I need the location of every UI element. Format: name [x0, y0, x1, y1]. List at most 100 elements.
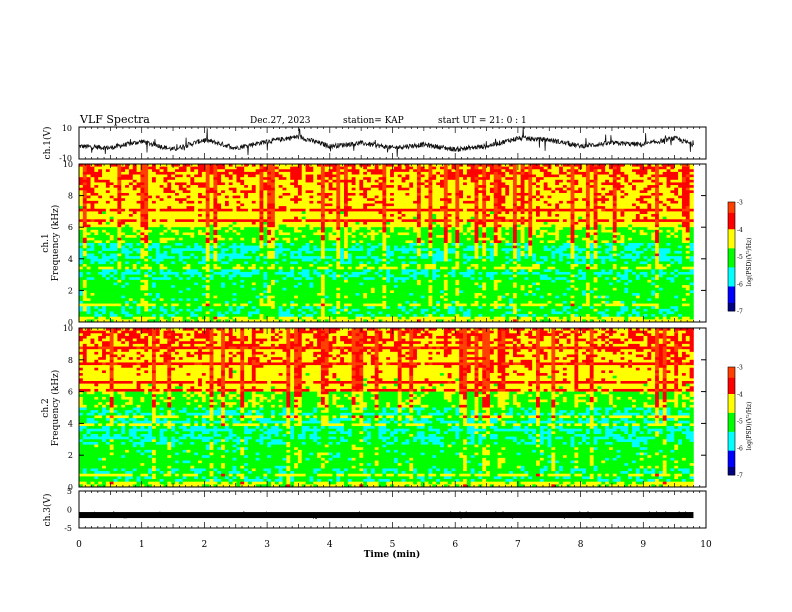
spectrogram-cell	[221, 198, 226, 202]
spectrogram-cell	[443, 216, 448, 220]
spectrogram-cell	[221, 232, 226, 236]
spectrogram-cell	[570, 214, 575, 217]
spectrogram-cell	[670, 243, 675, 246]
spectrogram-cell	[382, 171, 387, 175]
spectrogram-cell	[493, 214, 498, 217]
spectrogram-cell	[386, 171, 391, 175]
spectrogram-cell	[543, 174, 548, 178]
spectrogram-cell	[255, 214, 260, 217]
spectrogram-cell	[635, 227, 640, 231]
spectrogram-cell	[478, 237, 483, 241]
spectrogram-cell	[451, 237, 456, 241]
spectrogram-cell	[240, 206, 245, 210]
spectrogram-cell	[666, 190, 671, 194]
spectrogram-cell	[689, 206, 694, 210]
spectrogram-cell	[674, 203, 679, 207]
spectrogram-cell	[420, 182, 425, 186]
spectrogram-cell	[236, 164, 241, 167]
spectrogram-cell	[201, 243, 207, 246]
spectrogram-cell	[205, 174, 210, 178]
spectrogram-cell	[86, 179, 91, 183]
spectrogram-cell	[670, 235, 675, 239]
spectrogram-cell	[290, 208, 295, 212]
spectrogram-cell	[351, 211, 356, 215]
spectrogram-cell	[608, 229, 614, 233]
spectrogram-cell	[670, 192, 675, 196]
spectrogram-cell	[432, 240, 437, 244]
spectrogram-cell	[102, 182, 107, 186]
spectrogram-cell	[478, 227, 483, 231]
spectrogram-cell	[390, 208, 395, 212]
spectrogram-cell	[282, 211, 287, 215]
spectrogram-cell	[559, 169, 564, 173]
spectrogram-cell	[539, 187, 544, 191]
spectrogram-cell	[82, 206, 87, 210]
spectrogram-cell	[685, 221, 690, 225]
spectrogram-cell	[255, 235, 260, 239]
spectrogram-cell	[148, 208, 153, 212]
spectrogram-cell	[278, 177, 283, 181]
spectrogram-cell	[94, 227, 99, 231]
spectrogram-cell	[635, 211, 640, 215]
spectrogram-cell	[255, 198, 260, 202]
spectrogram-cell	[674, 235, 679, 239]
spectrogram-cell	[474, 182, 479, 186]
spectrogram-cell	[267, 216, 272, 220]
spectrogram-cell	[340, 216, 345, 220]
spectrogram-cell	[536, 200, 541, 204]
spectrogram-cell	[459, 182, 464, 186]
spectrogram-cell	[201, 211, 207, 215]
spectrogram-cell	[612, 243, 617, 246]
spectrogram-cell	[685, 232, 690, 236]
spectrogram-cell	[524, 219, 529, 223]
spectrogram-cell	[486, 240, 491, 244]
spectrogram-cell	[478, 182, 483, 186]
spectrogram-cell	[436, 216, 441, 220]
spectrogram-cell	[320, 171, 326, 175]
spectrogram-cell	[520, 243, 525, 246]
spectrogram-cell	[605, 211, 610, 215]
spectrogram-cell	[612, 219, 617, 223]
spectrogram-cell	[397, 164, 402, 167]
spectrogram-cell	[562, 216, 568, 220]
spectrogram-cell	[190, 211, 195, 215]
spectrogram-cell	[347, 208, 352, 212]
spectrogram-cell	[98, 200, 103, 204]
spectrogram-cell	[582, 235, 587, 239]
spectrogram-cell	[608, 243, 614, 246]
spectrogram-cell	[390, 182, 395, 186]
spectrogram-cell	[378, 208, 383, 212]
spectrogram-cell	[355, 182, 360, 186]
spectrogram-cell	[343, 169, 349, 173]
spectrogram-cell	[271, 192, 276, 196]
spectrogram-cell	[251, 195, 256, 199]
spectrogram-cell	[440, 214, 445, 217]
spectrogram-cell	[547, 232, 552, 236]
spectrogram-cell	[194, 195, 199, 199]
spectrogram-cell	[666, 221, 671, 225]
spectrogram-cell	[317, 192, 322, 196]
spectrogram-cell	[666, 171, 671, 175]
spectrogram-cell	[324, 243, 329, 246]
spectrogram-cell	[317, 227, 322, 231]
spectrogram-cell	[363, 232, 368, 236]
spectrogram-cell	[328, 171, 333, 175]
spectrogram-cell	[363, 185, 368, 188]
spectrogram-cell	[113, 211, 118, 215]
spectrogram-cell	[102, 187, 107, 191]
spectrogram-cell	[370, 182, 376, 186]
spectrogram-cell	[512, 235, 518, 239]
spectrogram-cell	[451, 219, 456, 223]
spectrogram-cell	[486, 237, 491, 241]
spectrogram-cell	[136, 243, 141, 246]
spectrogram-cell	[459, 166, 464, 170]
spectrogram-cell	[555, 177, 560, 181]
spectrogram-cell	[585, 224, 591, 228]
spectrogram-cell	[171, 203, 176, 207]
spectrogram-cell	[132, 232, 137, 236]
spectrogram-cell	[351, 224, 356, 228]
spectrogram-cell	[670, 240, 675, 244]
spectrogram-cell	[144, 179, 149, 183]
spectrogram-cell	[681, 171, 687, 175]
spectrogram-cell	[136, 203, 141, 207]
